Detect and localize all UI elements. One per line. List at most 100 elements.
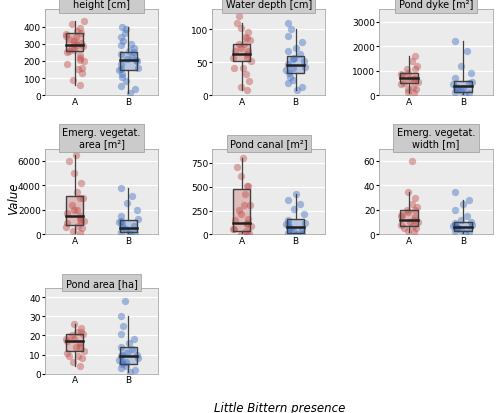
Point [118,221,126,228]
Point [235,14,243,20]
Bar [66,197,83,226]
Point [70,207,78,214]
Point [402,207,410,214]
Point [290,228,298,235]
Point [70,359,78,366]
Point [290,55,298,62]
Point [410,77,418,83]
Point [301,220,309,226]
Point [132,57,140,64]
Point [239,65,247,71]
Point [404,209,412,216]
Point [116,62,124,69]
Point [301,64,309,71]
Point [286,74,294,81]
Point [78,71,86,77]
Point [243,232,251,238]
Point [134,355,141,362]
Point [66,158,74,165]
Point [76,52,84,59]
Point [122,298,130,305]
Point [230,55,237,62]
Bar [400,74,417,84]
Point [133,59,141,65]
Point [409,223,417,230]
Point [456,227,464,233]
Point [115,68,123,74]
Point [76,344,84,350]
Point [451,221,459,227]
Point [284,197,292,204]
Point [243,88,251,94]
Point [80,218,88,225]
Point [412,207,420,214]
Point [62,221,70,227]
Point [244,216,252,223]
Point [116,353,124,360]
Point [410,75,418,82]
Point [116,218,124,225]
Point [122,78,130,85]
Title: Emerg. vegetat.
width [m]: Emerg. vegetat. width [m] [397,128,475,149]
Point [130,230,138,237]
Point [414,63,422,70]
Point [282,68,290,74]
Point [246,202,254,209]
Point [465,197,473,204]
Point [404,228,412,235]
Point [118,361,126,368]
Point [76,26,84,33]
Point [62,32,70,38]
Point [134,65,141,72]
Point [70,336,78,343]
Point [128,55,136,62]
Bar [66,334,83,351]
Point [230,49,238,55]
Point [284,222,292,228]
Point [76,216,84,222]
Point [402,67,410,74]
Title: Emerg. vegetat.
area [m²]: Emerg. vegetat. area [m²] [62,128,140,149]
Point [459,86,467,93]
Point [126,90,134,97]
Point [243,36,251,42]
Point [240,202,248,209]
Point [245,230,253,236]
Point [414,219,422,226]
Point [68,332,76,339]
Point [406,77,414,83]
Point [396,213,404,220]
Point [78,355,86,362]
Point [120,39,128,45]
Point [117,229,125,235]
Point [117,344,125,350]
Point [410,214,418,221]
Point [245,78,253,85]
Point [130,45,138,52]
Point [118,71,126,78]
Text: Little Bittern presence: Little Bittern presence [214,401,346,413]
Point [118,351,126,358]
Point [232,20,240,27]
Point [79,330,87,337]
Point [77,218,85,225]
Point [452,39,460,45]
Point [122,363,130,370]
Point [118,224,126,230]
Bar [66,33,83,52]
Point [451,189,459,195]
Point [74,223,82,230]
Point [468,222,476,228]
Point [70,171,78,177]
Title: Pond canal [m²]: Pond canal [m²] [230,139,308,149]
Point [76,230,84,236]
Point [70,47,78,54]
Point [236,26,244,32]
Point [130,50,138,57]
Point [410,229,418,236]
Point [458,217,466,223]
Point [117,185,125,192]
Point [284,217,292,223]
Point [296,202,304,208]
Point [122,27,130,33]
